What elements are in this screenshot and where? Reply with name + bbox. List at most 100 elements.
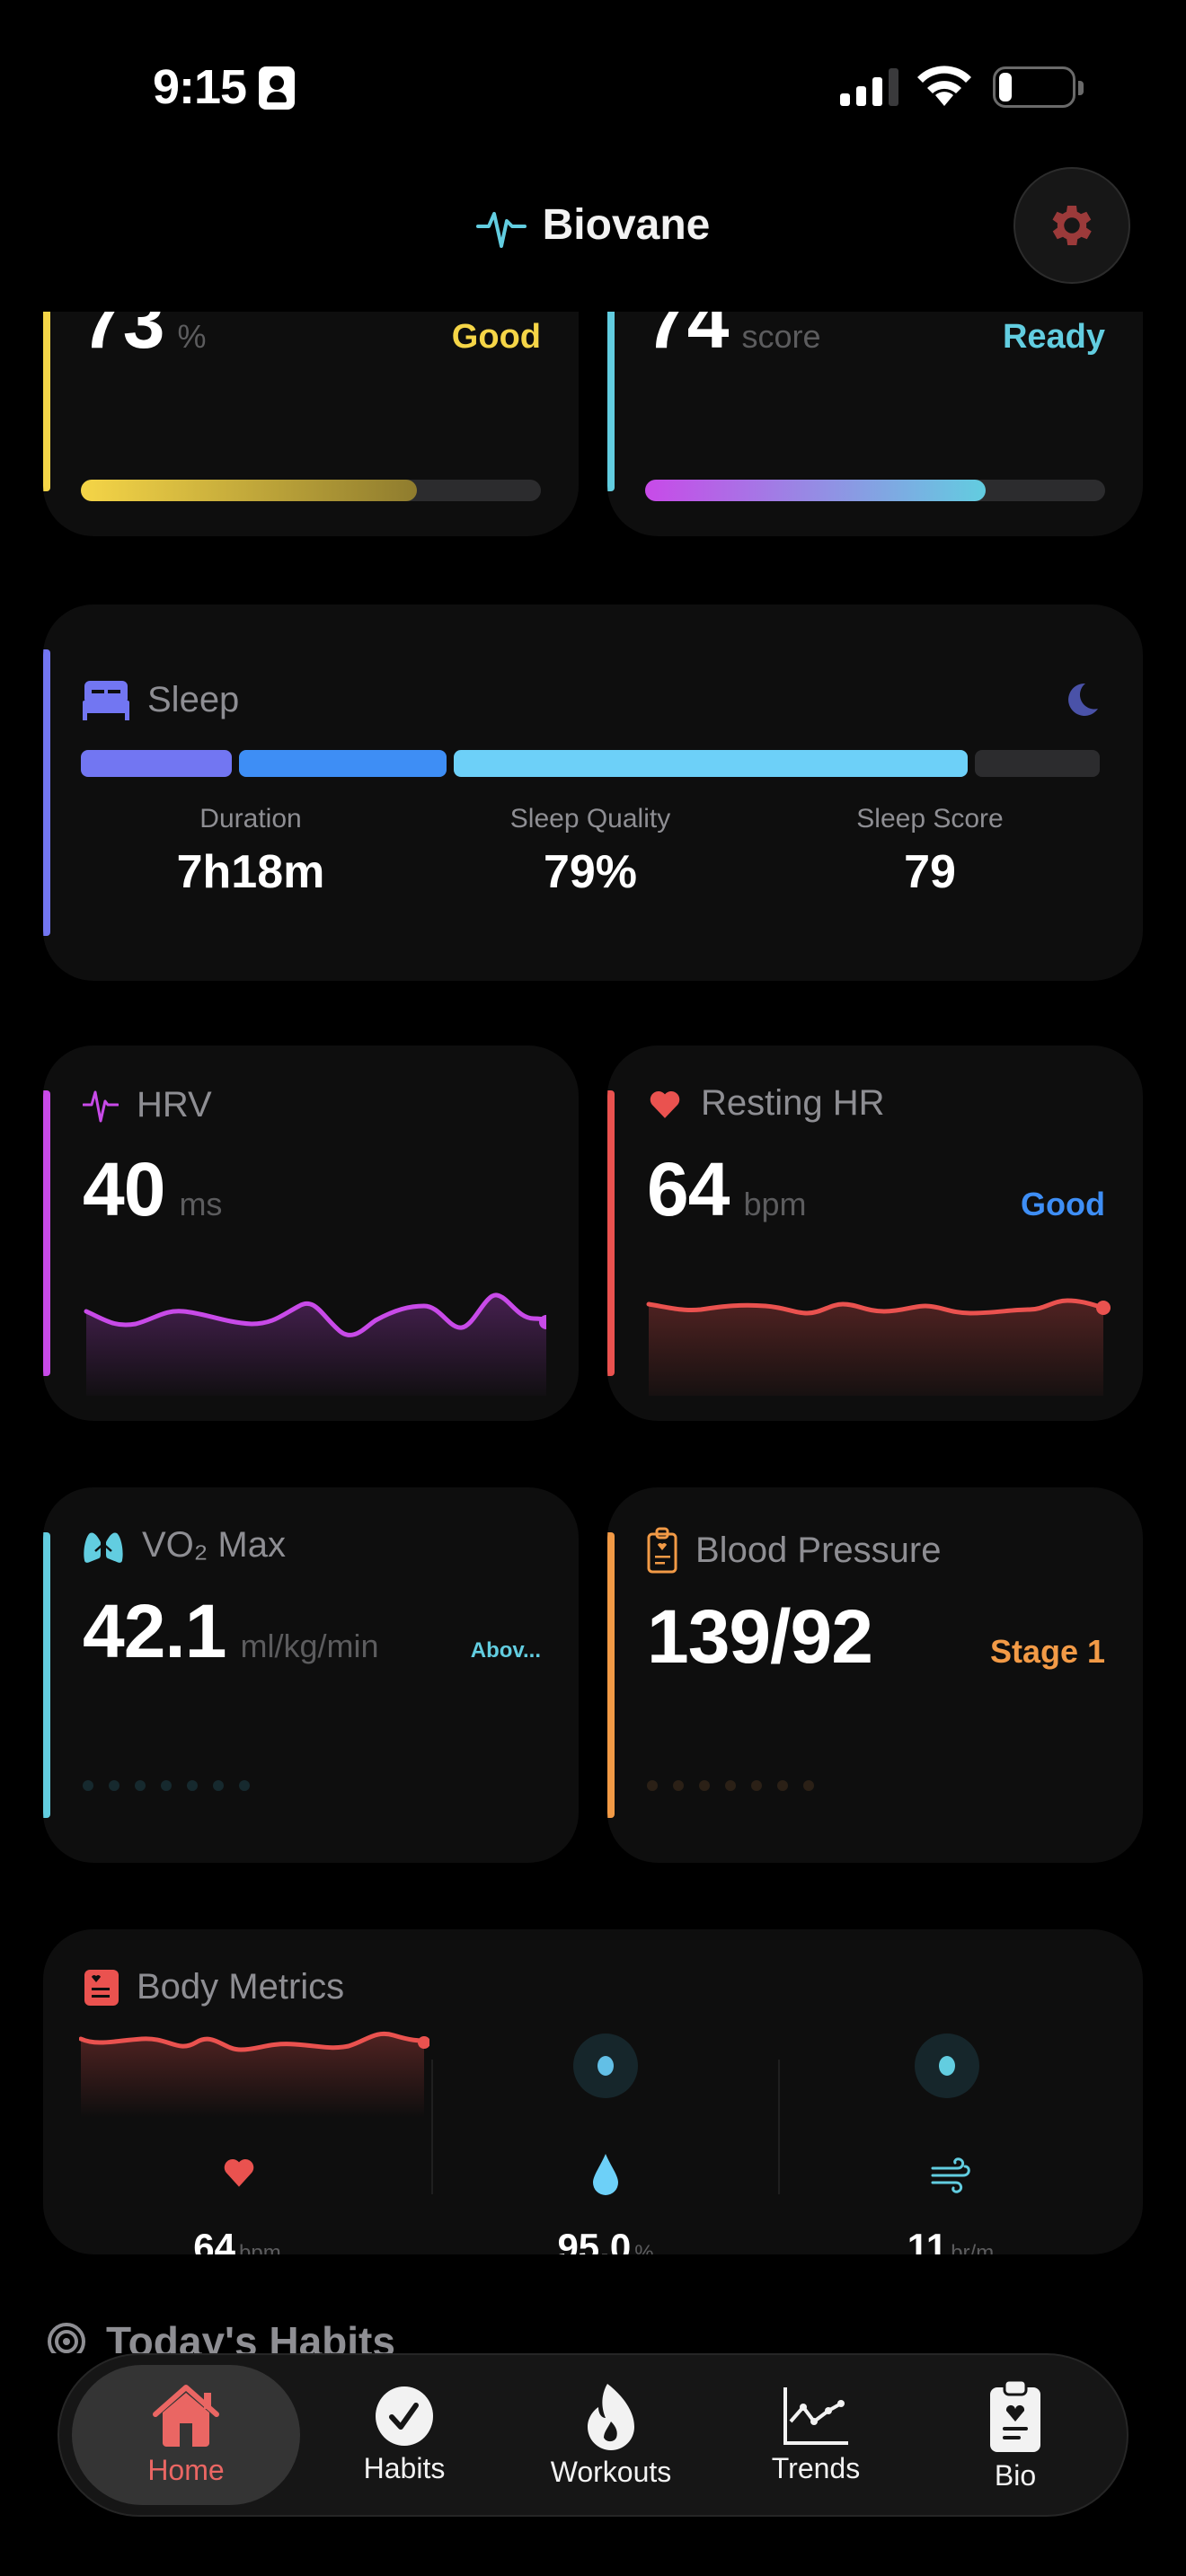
sleep-stage-segment [454, 750, 968, 777]
tab-label: Workouts [550, 2455, 672, 2488]
history-dot [673, 1780, 684, 1791]
flame-icon [588, 2383, 634, 2450]
tab-label: Bio [994, 2458, 1037, 2492]
history-dots [647, 1780, 814, 1791]
stat-value: 79% [543, 846, 638, 898]
stat-label: Sleep Score [856, 804, 1004, 834]
stat-value: 7h18m [176, 846, 325, 898]
water-drop-icon [593, 2154, 618, 2195]
resting-hr-sparkline [646, 1298, 1111, 1396]
stat-label: Sleep Quality [509, 804, 671, 834]
metric-value: 95.0 [557, 2226, 632, 2254]
divider [778, 2060, 780, 2194]
wifi-icon [917, 66, 971, 106]
resting-hr-card[interactable]: Resting HR 64 bpm Good [607, 1045, 1143, 1421]
metric-unit: ml/kg/min [240, 1628, 379, 1664]
status-ring [915, 2033, 979, 2098]
hrv-sparkline [84, 1292, 546, 1396]
clipboard-heart-icon [990, 2378, 1040, 2452]
heart-rate-sparkline [79, 2032, 429, 2118]
sleep-card[interactable]: Sleep Duration 7h18m Sleep Quality 79% S… [43, 604, 1143, 981]
body-metric-blood-oxygen: 95.0% [433, 2033, 778, 2254]
focus-status-icon [259, 66, 295, 110]
progress-bar [81, 480, 541, 501]
status-ring [573, 2033, 638, 2098]
metric-unit: bpm [743, 1186, 807, 1222]
card-accent-bar [43, 1532, 50, 1818]
bed-icon [83, 680, 129, 720]
status-label: Ready [1002, 318, 1105, 356]
card-title: Blood Pressure [695, 1530, 942, 1570]
stat-value: 79 [904, 846, 956, 898]
metric-unit: % [177, 318, 207, 355]
sleep-stat-quality: Sleep Quality 79% [420, 804, 760, 899]
metric-unit: br/m [951, 2241, 995, 2254]
sleep-stat-duration: Duration 7h18m [81, 804, 420, 899]
hrv-card[interactable]: HRV 40 ms [43, 1045, 579, 1421]
metric-unit: score [741, 318, 821, 355]
gear-icon [1052, 206, 1092, 245]
metric-value: 11 [907, 2226, 948, 2254]
tab-home[interactable]: Home [72, 2365, 300, 2505]
tab-label: Home [147, 2453, 225, 2486]
card-title: HRV [137, 1084, 212, 1125]
history-dot [161, 1780, 172, 1791]
status-label: Abov... [470, 1638, 541, 1663]
status-label: Stage 1 [989, 1633, 1105, 1670]
divider [431, 2060, 433, 2194]
tab-habits[interactable]: Habits [300, 2365, 509, 2505]
sleep-stage-segment [975, 750, 1100, 777]
pulse-icon [83, 1090, 119, 1123]
card-accent-bar [607, 225, 615, 491]
tab-trends[interactable]: Trends [713, 2365, 918, 2505]
tab-label: Trends [771, 2451, 861, 2484]
metric-value: 64 [647, 1147, 730, 1231]
history-dot [239, 1780, 250, 1791]
metric-unit: ms [179, 1186, 223, 1222]
blood-pressure-card[interactable]: Blood Pressure 139/92 Stage 1 [607, 1487, 1143, 1863]
tab-label: Habits [363, 2451, 446, 2484]
lungs-icon [84, 1527, 123, 1563]
card-accent-bar [607, 1532, 615, 1818]
status-time: 9:15 [153, 60, 247, 114]
pulse-logo-icon [475, 212, 527, 248]
vo2max-card[interactable]: VO₂ Max 42.1 ml/kg/min Abov... [43, 1487, 579, 1863]
history-dot [777, 1780, 788, 1791]
heart-icon [650, 1090, 680, 1118]
tab-workouts[interactable]: Workouts [509, 2365, 713, 2505]
history-dot [109, 1780, 119, 1791]
sleep-stage-segment [239, 750, 447, 777]
history-dots [83, 1780, 250, 1791]
app-brand: Biovane [0, 199, 1186, 250]
metric-value: 139/92 [647, 1594, 873, 1679]
stat-label: Duration [199, 804, 302, 834]
progress-fill [645, 480, 986, 501]
body-metric-heart-rate: 64 bpm [43, 2037, 431, 2254]
signal-icon [840, 68, 898, 106]
metric-value: 64 [193, 2226, 236, 2254]
sleep-stage-segment [81, 750, 232, 777]
history-dot [751, 1780, 762, 1791]
settings-button[interactable] [1013, 167, 1130, 284]
card-title: VO₂ Max [142, 1525, 286, 1565]
app-header [0, 135, 1186, 312]
chart-line-icon [783, 2386, 848, 2445]
sleep-stat-score: Sleep Score 79 [760, 804, 1100, 899]
history-dot [647, 1780, 658, 1791]
card-accent-bar [43, 225, 50, 491]
tab-bio[interactable]: Bio [918, 2365, 1112, 2505]
history-dot [803, 1780, 814, 1791]
metric-unit: % [634, 2241, 654, 2254]
body-metrics-card[interactable]: Body Metrics 64 bpm 95.0% [43, 1929, 1143, 2254]
metric-value: 42.1 [83, 1589, 226, 1673]
card-title: Body Metrics [137, 1967, 345, 2007]
status-label: Good [1021, 1186, 1105, 1222]
health-record-icon [84, 1969, 119, 2006]
clipboard-heart-icon [647, 1527, 677, 1574]
metric-value: 40 [83, 1147, 165, 1231]
card-title: Resting HR [701, 1083, 885, 1123]
history-dot [725, 1780, 736, 1791]
metric-unit: bpm [239, 2241, 281, 2254]
status-label: Good [451, 318, 541, 356]
history-dot [699, 1780, 710, 1791]
